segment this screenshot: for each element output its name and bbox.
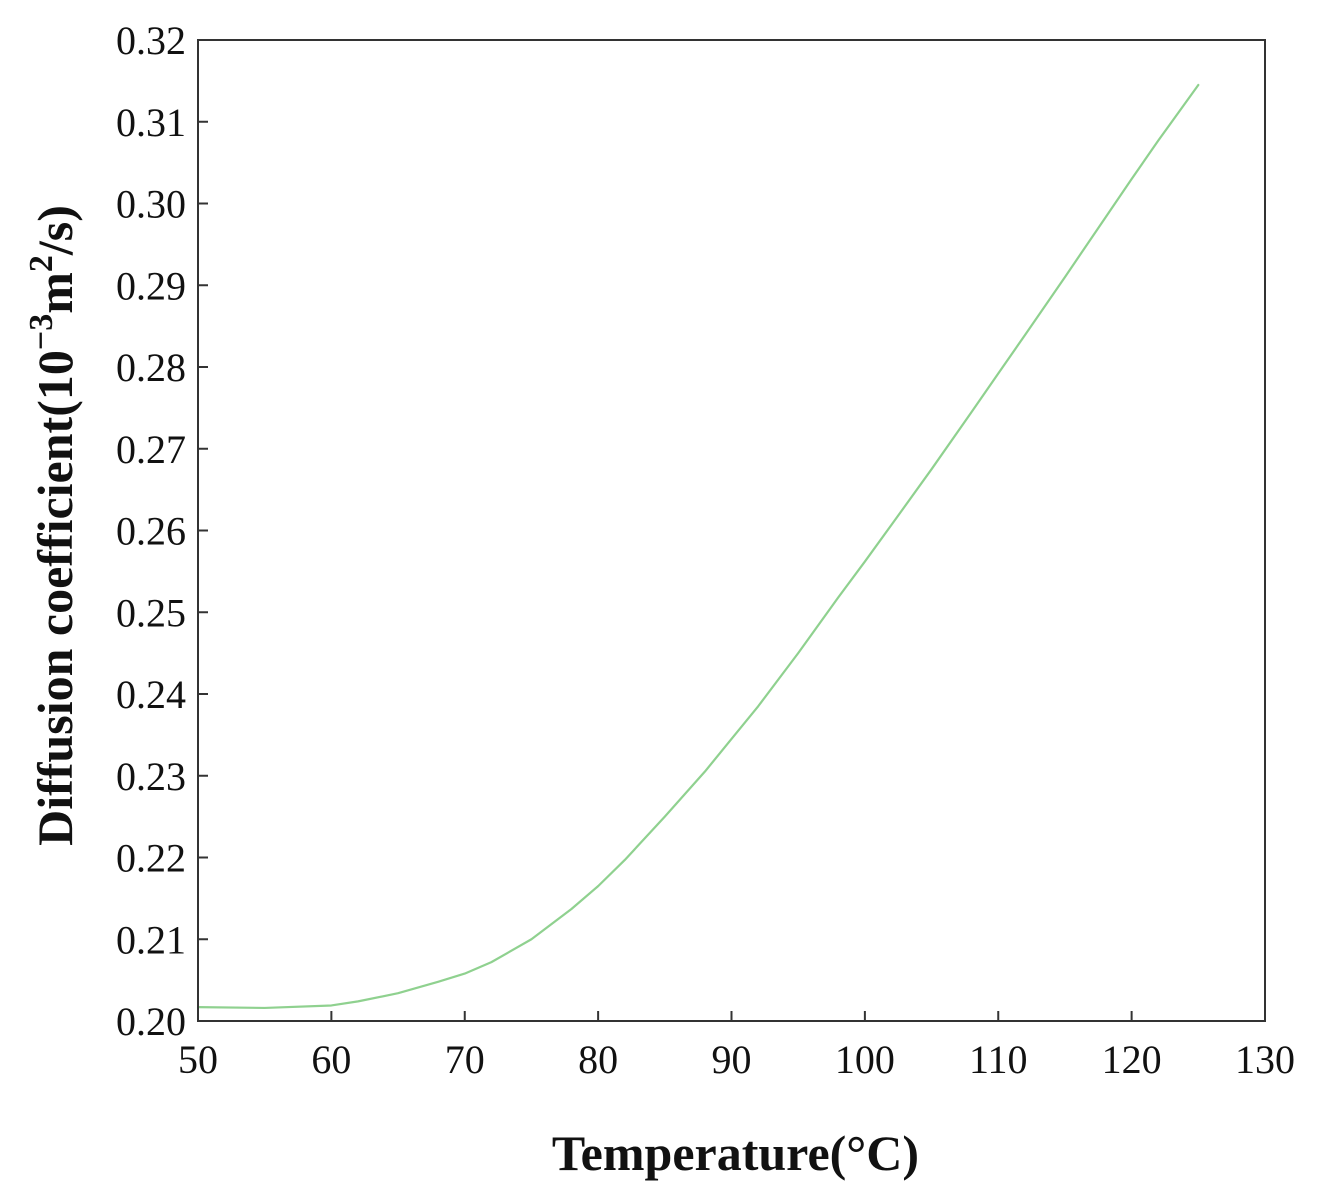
series-layer bbox=[196, 83, 1200, 1010]
y-tick-label: 0.28 bbox=[116, 345, 186, 390]
plot-frame bbox=[197, 39, 1266, 1022]
y-axis-title-exponent-1: −3 bbox=[23, 314, 60, 350]
y-tick-label: 0.31 bbox=[116, 100, 186, 145]
x-tick-label: 120 bbox=[1102, 1037, 1162, 1082]
y-axis-title-suffix: /s) bbox=[27, 205, 83, 256]
y-tick-label: 0.22 bbox=[116, 836, 186, 881]
x-axis-ticks: 50 60 70 80 90 100 110 120 130 bbox=[178, 1011, 1295, 1082]
x-tick-label: 110 bbox=[969, 1037, 1028, 1082]
y-axis-title-exponent-2: 2 bbox=[23, 255, 60, 272]
x-tick-label: 80 bbox=[578, 1037, 618, 1082]
x-axis-title: Temperature(°C) bbox=[552, 1125, 919, 1181]
series-line-0 bbox=[196, 83, 1200, 1010]
y-tick-label: 0.21 bbox=[116, 917, 186, 962]
y-axis-title-unit: m bbox=[27, 272, 83, 314]
x-tick-label: 60 bbox=[311, 1037, 351, 1082]
x-tick-label: 100 bbox=[835, 1037, 895, 1082]
x-tick-label: 130 bbox=[1235, 1037, 1295, 1082]
y-tick-label: 0.29 bbox=[116, 263, 186, 308]
x-tick-label: 70 bbox=[445, 1037, 485, 1082]
y-axis-title: Diffusion coefficient(10−3m2/s) bbox=[23, 205, 83, 846]
y-tick-label: 0.20 bbox=[116, 999, 186, 1044]
y-tick-label: 0.30 bbox=[116, 182, 186, 227]
y-tick-label: 0.25 bbox=[116, 590, 186, 635]
y-tick-label: 0.27 bbox=[116, 427, 186, 472]
y-tick-label: 0.24 bbox=[116, 672, 186, 717]
y-tick-label: 0.26 bbox=[116, 509, 186, 554]
y-axis-title-prefix: Diffusion coefficient(10 bbox=[27, 350, 83, 846]
y-tick-label: 0.32 bbox=[116, 18, 186, 63]
y-tick-label: 0.23 bbox=[116, 754, 186, 799]
x-tick-label: 90 bbox=[712, 1037, 752, 1082]
y-axis-ticks: 0.20 0.21 0.22 0.23 0.24 0.25 0.26 0.27 0.28 0.29… bbox=[116, 18, 208, 1044]
x-tick-label: 50 bbox=[178, 1037, 218, 1082]
